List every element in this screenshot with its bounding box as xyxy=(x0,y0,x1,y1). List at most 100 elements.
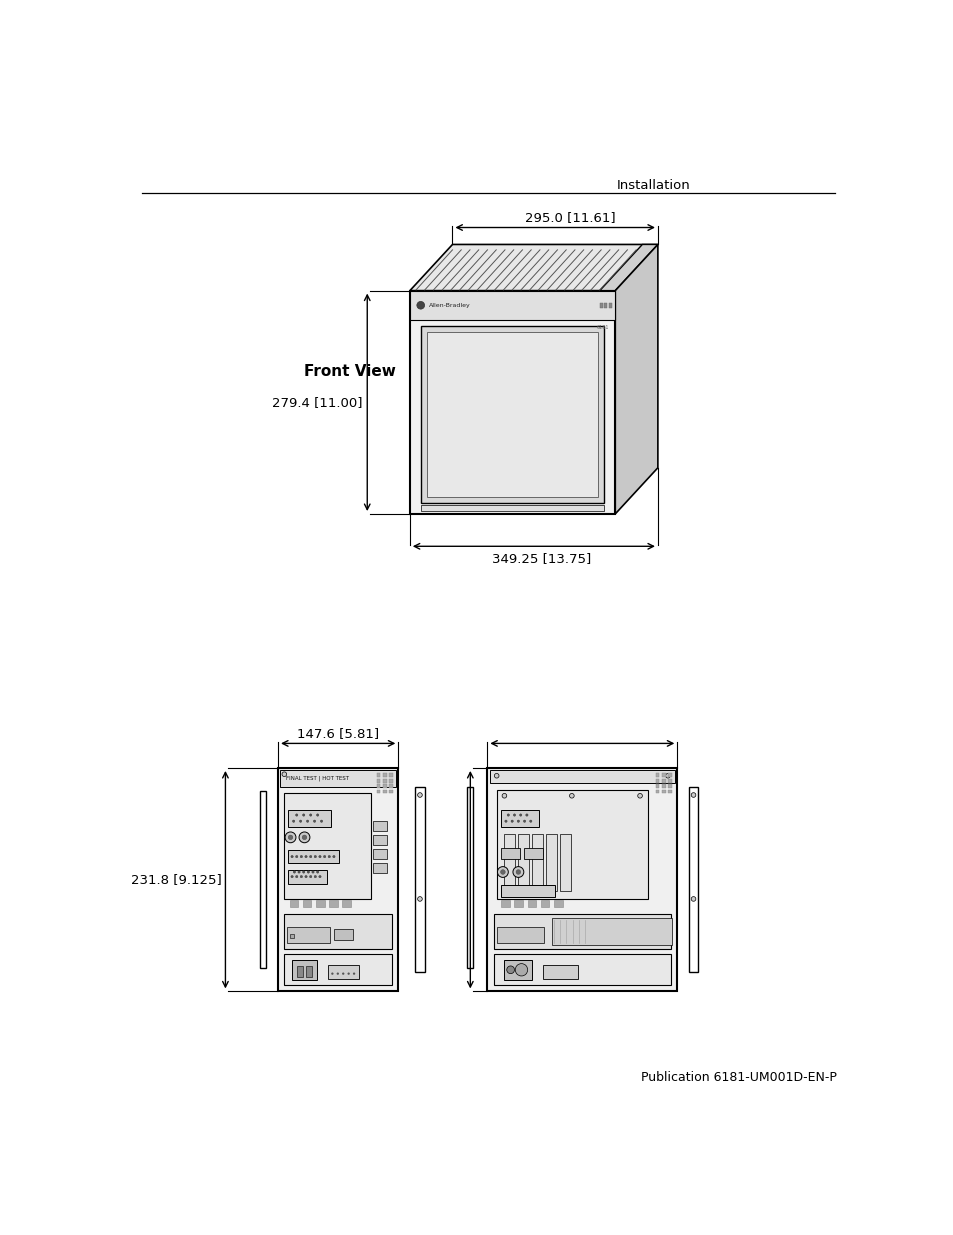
Circle shape xyxy=(519,814,521,816)
Bar xyxy=(284,793,371,899)
Bar xyxy=(667,784,671,788)
Bar xyxy=(497,927,543,942)
Bar xyxy=(493,955,670,986)
Circle shape xyxy=(285,832,295,842)
Bar xyxy=(410,290,615,514)
Bar xyxy=(542,966,578,979)
Bar xyxy=(514,900,522,906)
Circle shape xyxy=(504,820,507,823)
Circle shape xyxy=(515,963,527,976)
Bar xyxy=(420,326,604,503)
Bar xyxy=(290,900,298,906)
Circle shape xyxy=(691,793,695,798)
Circle shape xyxy=(511,820,513,823)
Bar xyxy=(661,779,665,783)
Bar xyxy=(661,773,665,777)
Circle shape xyxy=(336,972,338,974)
Circle shape xyxy=(637,793,641,798)
Circle shape xyxy=(353,972,355,974)
Bar xyxy=(500,900,509,906)
Bar xyxy=(655,773,659,777)
Circle shape xyxy=(525,814,528,816)
Bar xyxy=(500,810,538,827)
Circle shape xyxy=(302,814,305,816)
Bar xyxy=(551,918,671,945)
Text: Publication 6181-UM001D-EN-P: Publication 6181-UM001D-EN-P xyxy=(640,1071,837,1084)
Circle shape xyxy=(316,814,318,816)
Bar xyxy=(420,505,604,511)
Bar xyxy=(278,768,397,992)
Bar xyxy=(373,863,387,873)
Circle shape xyxy=(506,966,514,973)
Circle shape xyxy=(665,773,670,778)
Circle shape xyxy=(318,876,321,878)
Bar xyxy=(382,779,386,783)
Circle shape xyxy=(312,871,314,873)
Circle shape xyxy=(417,793,422,798)
Bar xyxy=(288,810,331,827)
Circle shape xyxy=(300,856,302,858)
Circle shape xyxy=(417,897,422,902)
Bar xyxy=(292,960,316,979)
Circle shape xyxy=(320,820,322,823)
Polygon shape xyxy=(410,245,658,290)
Circle shape xyxy=(691,897,695,902)
Text: Installation: Installation xyxy=(617,179,690,191)
Polygon shape xyxy=(599,245,658,290)
Bar xyxy=(410,290,615,320)
Circle shape xyxy=(291,876,293,878)
Circle shape xyxy=(314,856,316,858)
Circle shape xyxy=(314,876,316,878)
Text: 6181: 6181 xyxy=(596,325,608,330)
Bar xyxy=(667,789,671,793)
Bar xyxy=(500,848,519,858)
Bar xyxy=(667,779,671,783)
Bar xyxy=(376,789,380,793)
Bar xyxy=(608,303,612,308)
Circle shape xyxy=(416,301,424,309)
Circle shape xyxy=(316,871,318,873)
Circle shape xyxy=(517,820,519,823)
Bar xyxy=(497,789,647,899)
Circle shape xyxy=(305,876,307,878)
Bar xyxy=(280,769,395,787)
Circle shape xyxy=(295,814,297,816)
Circle shape xyxy=(497,867,508,877)
Bar xyxy=(373,821,387,831)
Text: FINAL TEST | HOT TEST: FINAL TEST | HOT TEST xyxy=(286,776,349,781)
Bar xyxy=(284,914,392,948)
Bar xyxy=(599,303,602,308)
Circle shape xyxy=(309,814,312,816)
Bar xyxy=(655,789,659,793)
Text: Allen-Bradley: Allen-Bradley xyxy=(428,303,470,308)
Bar xyxy=(376,784,380,788)
Bar xyxy=(489,769,674,783)
Bar xyxy=(260,792,266,968)
Circle shape xyxy=(306,820,309,823)
Circle shape xyxy=(299,820,301,823)
Bar xyxy=(661,784,665,788)
Bar xyxy=(661,789,665,793)
Circle shape xyxy=(302,835,307,840)
Circle shape xyxy=(300,876,302,878)
Bar xyxy=(342,900,351,906)
Circle shape xyxy=(297,871,300,873)
Bar xyxy=(306,966,312,977)
Bar xyxy=(427,332,598,496)
Circle shape xyxy=(569,793,574,798)
Bar xyxy=(389,773,393,777)
Bar xyxy=(527,900,536,906)
Bar xyxy=(389,784,393,788)
Bar xyxy=(604,303,607,308)
Bar xyxy=(288,851,338,863)
Circle shape xyxy=(288,835,293,840)
Bar xyxy=(655,784,659,788)
Bar xyxy=(296,966,303,977)
Text: 295.0 [11.61]: 295.0 [11.61] xyxy=(525,211,616,224)
Circle shape xyxy=(507,814,509,816)
Bar xyxy=(284,955,392,986)
Bar xyxy=(415,787,424,972)
Bar xyxy=(688,787,698,972)
Circle shape xyxy=(513,867,523,877)
Circle shape xyxy=(523,820,525,823)
